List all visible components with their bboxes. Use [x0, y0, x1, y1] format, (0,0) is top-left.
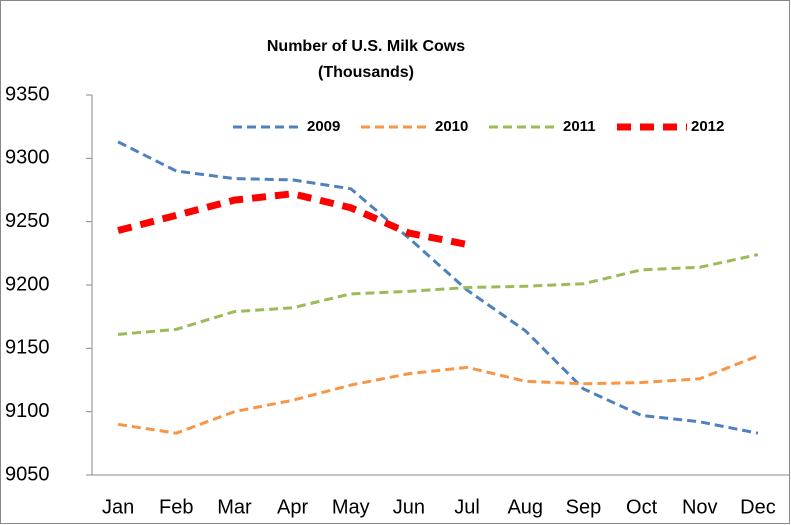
series-line	[117, 354, 759, 435]
x-tick-label: Apr	[277, 496, 308, 518]
legend-label: 2010	[435, 118, 468, 135]
legend-label: 2012	[691, 118, 724, 135]
x-tick-label: Feb	[159, 496, 193, 518]
chart-subtitle: (Thousands)	[318, 64, 414, 81]
y-tick-label: 9350	[5, 83, 50, 105]
legend-label: 2011	[563, 118, 596, 135]
x-tick-label: Oct	[626, 496, 658, 518]
x-tick-label: Nov	[682, 496, 718, 518]
y-tick-label: 9050	[5, 463, 50, 485]
y-tick-label: 9150	[5, 337, 50, 359]
legend-label: 2009	[307, 118, 340, 135]
x-tick-label: Jan	[102, 496, 134, 518]
y-tick-label: 9200	[5, 273, 50, 295]
x-tick-label: May	[332, 496, 370, 518]
series-line	[117, 140, 759, 435]
chart-title: Number of U.S. Milk Cows	[267, 38, 465, 55]
series-line	[117, 190, 468, 248]
x-tick-label: Jul	[454, 496, 480, 518]
y-tick-label: 9300	[5, 147, 50, 169]
x-tick-label: Aug	[507, 496, 543, 518]
x-tick-label: Sep	[566, 496, 602, 518]
series-line	[117, 253, 759, 336]
y-tick-label: 9250	[5, 210, 50, 232]
y-tick-label: 9100	[5, 400, 50, 422]
x-tick-label: Mar	[217, 496, 252, 518]
x-tick-label: Jun	[393, 496, 425, 518]
x-tick-label: Dec	[740, 496, 776, 518]
